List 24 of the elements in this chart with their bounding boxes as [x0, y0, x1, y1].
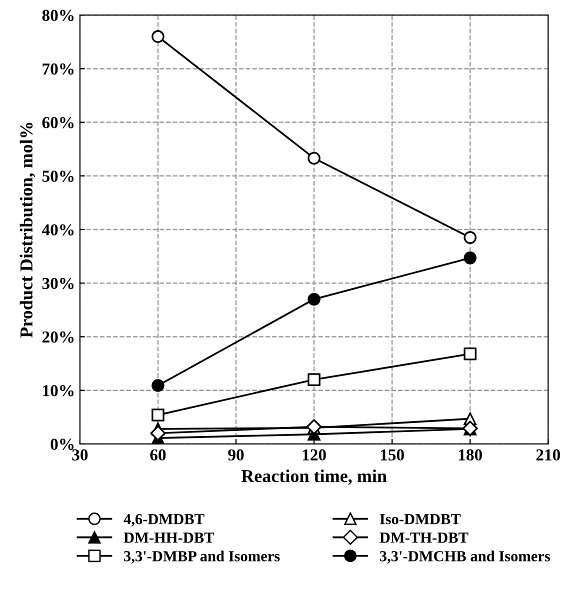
x-tick-label: 150: [380, 449, 404, 461]
x-tick-label: 30: [72, 449, 88, 461]
legend-label: DM-TH-DBT: [380, 532, 468, 543]
x-tick-label: 60: [150, 449, 166, 461]
legend-label: Iso-DMDBT: [380, 514, 461, 524]
x-tick-label: 90: [228, 449, 244, 461]
x-tick-label: 120: [302, 449, 326, 461]
x-axis-title: Reaction time, min: [241, 469, 387, 485]
legend-label: DM-HH-DBT: [124, 532, 214, 543]
y-axis-title: Product Distribution, mol%: [20, 122, 36, 338]
y-tick-label: 50%: [42, 170, 74, 182]
y-tick-label: 70%: [42, 63, 74, 75]
y-tick-label: 60%: [42, 117, 74, 128]
y-tick-label: 10%: [43, 385, 74, 396]
x-tick-label: 210: [536, 449, 560, 461]
y-tick-label: 80%: [42, 10, 74, 22]
legend-label: 3,3'-DMCHB and Isomers: [380, 550, 550, 564]
y-tick-label: 40%: [42, 224, 74, 236]
y-tick-label: 20%: [42, 331, 74, 343]
legend-label: 3,3'-DMBP and Isomers: [124, 550, 280, 564]
y-tick-label: 0%: [50, 438, 74, 450]
x-tick-label: 180: [458, 449, 482, 461]
legend-label: 4,6-DMDBT: [124, 514, 204, 526]
y-tick-label: 30%: [42, 278, 74, 290]
